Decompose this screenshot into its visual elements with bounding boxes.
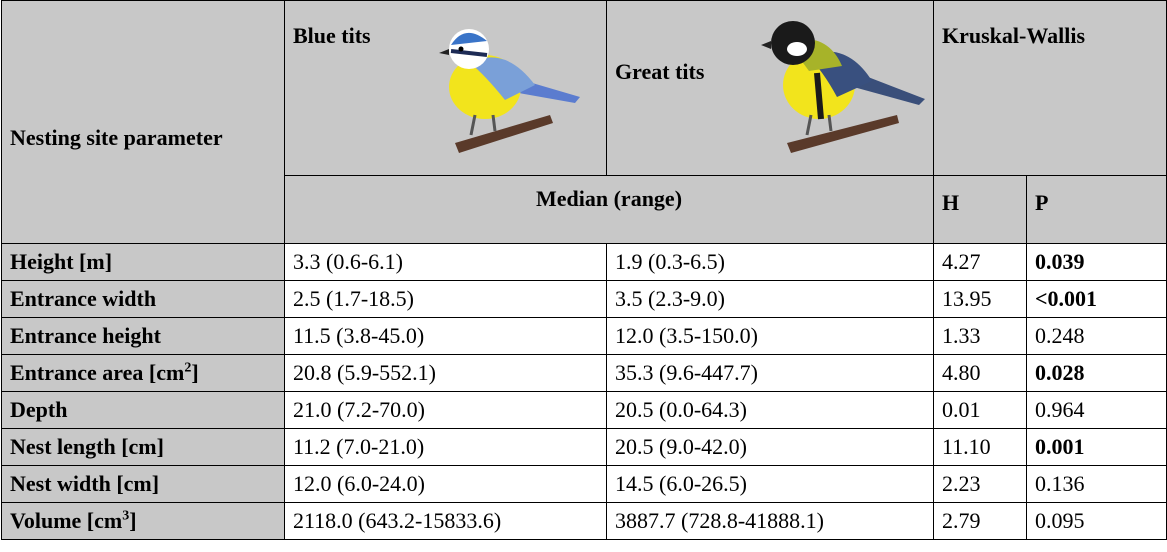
blue-tits-cell: 2118.0 (643.2-15833.6) bbox=[284, 502, 607, 540]
header-cell: H bbox=[933, 175, 1027, 244]
h-cell: 4.80 bbox=[933, 354, 1027, 392]
h-cell: 1.33 bbox=[933, 317, 1027, 355]
parameter-text: Entrance width bbox=[10, 286, 157, 311]
header-text: Nesting site parameter bbox=[10, 125, 223, 150]
parameter-text: Volume [cm bbox=[10, 508, 123, 533]
header-text: Blue tits bbox=[293, 23, 371, 48]
great-tits-cell: 20.5 (9.0-42.0) bbox=[606, 428, 934, 466]
parameter-text: ] bbox=[129, 508, 137, 533]
blue-tits-cell: 3.3 (0.6-6.1) bbox=[284, 243, 607, 281]
p-cell: 0.136 bbox=[1025, 465, 1167, 503]
table-body: Height [m] 3.3 (0.6-6.1) 1.9 (0.3-6.5) 4.27… bbox=[1, 243, 1167, 540]
table-row: Nest length [cm] 11.2 (7.0-21.0) 20.5 (9.0… bbox=[1, 428, 1167, 466]
parameter-cell: Entrance area [cm2] bbox=[1, 354, 285, 392]
parameter-cell: Volume [cm3] bbox=[1, 502, 285, 540]
p-cell: 0.001 bbox=[1025, 428, 1167, 466]
p-cell: <0.001 bbox=[1025, 280, 1167, 318]
blue-tits-cell: 11.5 (3.8-45.0) bbox=[284, 317, 607, 355]
parameter-text: ] bbox=[191, 360, 199, 385]
table-row: Nest width [cm] 12.0 (6.0-24.0) 14.5 (6.0-… bbox=[1, 465, 1167, 503]
header-cell: Nesting site parameter bbox=[1, 0, 285, 244]
h-cell: 13.95 bbox=[933, 280, 1027, 318]
header-cell: Great tits bbox=[606, 0, 934, 176]
header-cell: Median (range) bbox=[284, 175, 934, 244]
p-cell: 0.964 bbox=[1025, 391, 1167, 429]
parameter-text: Height [m] bbox=[10, 249, 113, 274]
parameter-text: Nest width [cm] bbox=[10, 471, 160, 496]
h-cell: 2.23 bbox=[933, 465, 1027, 503]
header-cell: Kruskal-Wallis bbox=[932, 0, 1167, 176]
header-text: Median (range) bbox=[535, 186, 683, 211]
h-cell: 11.10 bbox=[933, 428, 1027, 466]
header-text: Great tits bbox=[615, 59, 705, 84]
parameter-cell: Nest length [cm] bbox=[1, 428, 285, 466]
blue-tits-cell: 20.8 (5.9-552.1) bbox=[284, 354, 607, 392]
header-cell: Blue tits bbox=[284, 0, 607, 176]
h-cell: 2.79 bbox=[933, 502, 1027, 540]
blue-tits-cell: 2.5 (1.7-18.5) bbox=[284, 280, 607, 318]
p-cell: 0.028 bbox=[1025, 354, 1167, 392]
parameter-text: Entrance height bbox=[10, 323, 161, 348]
h-cell: 4.27 bbox=[933, 243, 1027, 281]
great-tits-cell: 20.5 (0.0-64.3) bbox=[606, 391, 934, 429]
parameter-cell: Nest width [cm] bbox=[1, 465, 285, 503]
parameter-superscript: 2 bbox=[184, 360, 192, 376]
great-tit-icon bbox=[761, 21, 925, 153]
great-tits-cell: 14.5 (6.0-26.5) bbox=[606, 465, 934, 503]
table-row: Entrance area [cm2] 20.8 (5.9-552.1) 35.3 … bbox=[1, 354, 1167, 392]
table-header: Nesting site parameter Blue tits Gr bbox=[1, 0, 1167, 244]
p-cell: 0.248 bbox=[1025, 317, 1167, 355]
table-row: Height [m] 3.3 (0.6-6.1) 1.9 (0.3-6.5) 4.27… bbox=[1, 243, 1167, 281]
p-cell: 0.039 bbox=[1025, 243, 1167, 281]
header-cell: P bbox=[1025, 175, 1167, 244]
data-table: Nesting site parameter Blue tits Gr bbox=[1, 0, 1167, 540]
parameter-text: Nest length [cm] bbox=[10, 434, 164, 459]
parameter-superscript: 3 bbox=[122, 508, 130, 524]
great-tits-cell: 1.9 (0.3-6.5) bbox=[606, 243, 934, 281]
table-row: Volume [cm3] 2118.0 (643.2-15833.6) 3887.7… bbox=[1, 502, 1167, 540]
parameter-text: Entrance area [cm bbox=[10, 360, 185, 385]
header-text: Kruskal-Wallis bbox=[942, 23, 1086, 48]
table-row: Entrance width 2.5 (1.7-18.5) 3.5 (2.3-9.0… bbox=[1, 280, 1167, 318]
p-cell: 0.095 bbox=[1025, 502, 1167, 540]
blue-tits-cell: 11.2 (7.0-21.0) bbox=[284, 428, 607, 466]
blue-tits-cell: 12.0 (6.0-24.0) bbox=[284, 465, 607, 503]
great-tits-cell: 3887.7 (728.8-41888.1) bbox=[606, 502, 934, 540]
blue-tit-icon bbox=[439, 29, 580, 153]
table-row: Depth 21.0 (7.2-70.0) 20.5 (0.0-64.3) 0.01 0… bbox=[1, 391, 1167, 429]
great-tits-cell: 35.3 (9.6-447.7) bbox=[606, 354, 934, 392]
great-tits-cell: 12.0 (3.5-150.0) bbox=[606, 317, 934, 355]
great-tits-cell: 3.5 (2.3-9.0) bbox=[606, 280, 934, 318]
parameter-cell: Entrance width bbox=[1, 280, 285, 318]
blue-tits-cell: 21.0 (7.2-70.0) bbox=[284, 391, 607, 429]
header-text: P bbox=[1035, 190, 1049, 215]
parameter-cell: Depth bbox=[1, 391, 285, 429]
header-text: H bbox=[942, 190, 960, 215]
parameter-text: Depth bbox=[10, 397, 68, 422]
h-cell: 0.01 bbox=[933, 391, 1027, 429]
parameter-cell: Height [m] bbox=[1, 243, 285, 281]
parameter-cell: Entrance height bbox=[1, 317, 285, 355]
table-row: Entrance height 11.5 (3.8-45.0) 12.0 (3.5-… bbox=[1, 317, 1167, 355]
